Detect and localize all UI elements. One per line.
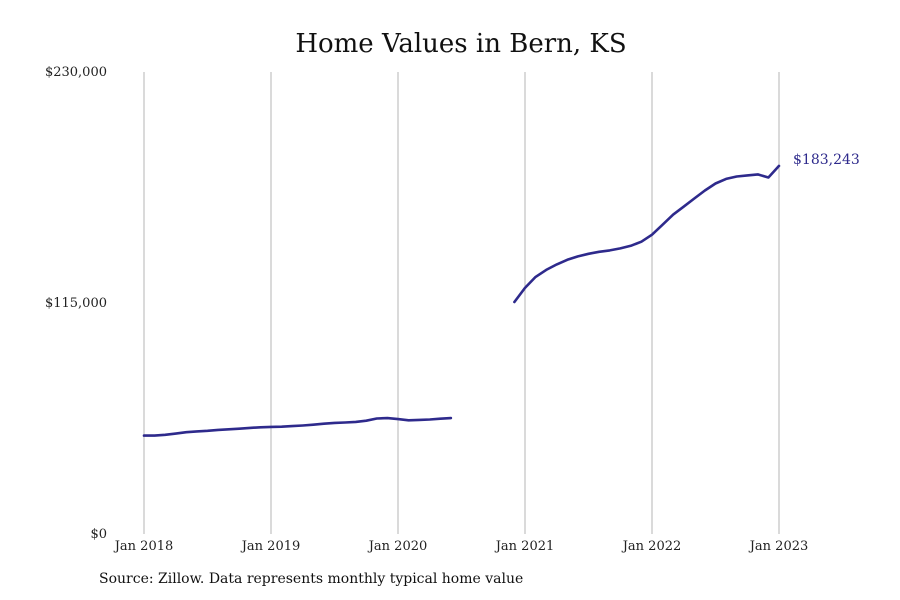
y-axis-ticks: $0 $115,000 $230,000 [45, 65, 107, 542]
series-line [513, 164, 781, 304]
x-tick-label: Jan 2020 [367, 539, 428, 554]
grid-lines [143, 72, 780, 534]
chart-title: Home Values in Bern, KS [295, 29, 626, 59]
y-tick-label: $0 [90, 527, 107, 542]
source-note: Source: Zillow. Data represents monthly … [99, 571, 524, 587]
x-tick-label: Jan 2019 [240, 539, 301, 554]
series-line [142, 416, 453, 437]
x-tick-label: Jan 2022 [621, 539, 682, 554]
x-tick-label: Jan 2018 [113, 539, 174, 554]
x-tick-label: Jan 2021 [494, 539, 555, 554]
y-tick-label: $230,000 [45, 65, 107, 80]
y-tick-label: $115,000 [45, 296, 107, 311]
end-value-label: $183,243 [793, 152, 860, 168]
series-lines [142, 164, 781, 437]
x-axis-ticks: Jan 2018 Jan 2019 Jan 2020 Jan 2021 Jan 2022… [113, 539, 809, 554]
x-tick-label: Jan 2023 [748, 539, 809, 554]
